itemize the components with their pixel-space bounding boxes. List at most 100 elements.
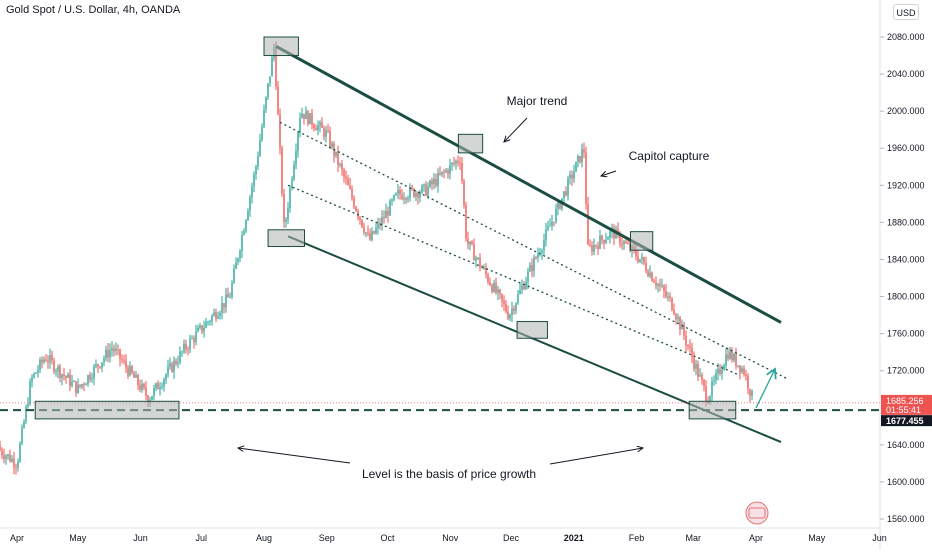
candle-body bbox=[693, 357, 695, 369]
candle-body bbox=[747, 375, 749, 390]
candle-body bbox=[591, 245, 593, 252]
retest-box bbox=[688, 400, 737, 420]
candle-body bbox=[325, 130, 327, 137]
candle-body bbox=[713, 380, 715, 382]
candle-body bbox=[197, 327, 199, 332]
candle-body bbox=[167, 366, 169, 375]
candle-body bbox=[95, 364, 97, 367]
price-tick-label: 1760.000 bbox=[887, 329, 925, 339]
candle-body bbox=[341, 164, 343, 170]
candle-body bbox=[317, 125, 319, 131]
candle-body bbox=[9, 454, 11, 462]
candle-body bbox=[323, 127, 325, 137]
highlight-boxes-group bbox=[34, 36, 737, 420]
time-tick-label: Apr bbox=[10, 533, 24, 543]
candle-body bbox=[653, 280, 655, 283]
candle-body bbox=[681, 324, 683, 330]
candle-body bbox=[685, 335, 687, 345]
candle-body bbox=[99, 366, 101, 368]
candle-body bbox=[365, 232, 367, 234]
candle-body bbox=[645, 263, 647, 272]
candle-body bbox=[673, 309, 675, 315]
candle-body bbox=[677, 317, 679, 319]
candle-body bbox=[31, 377, 33, 382]
candle-body bbox=[347, 179, 349, 186]
candle-body bbox=[709, 396, 711, 404]
candle-body bbox=[55, 371, 57, 373]
candle-body bbox=[375, 228, 377, 234]
candle-body bbox=[299, 117, 301, 133]
candle-body bbox=[509, 314, 511, 319]
candle-body bbox=[469, 241, 471, 244]
candle-body bbox=[389, 200, 391, 216]
candle-body bbox=[1, 450, 3, 456]
candle-body bbox=[585, 152, 587, 205]
time-tick-label: Aug bbox=[256, 533, 272, 543]
candle-body bbox=[215, 312, 217, 319]
candle-body bbox=[35, 372, 37, 374]
level-price-label: 1677.455 bbox=[886, 416, 924, 426]
candle-body bbox=[409, 187, 411, 198]
candle-body bbox=[129, 366, 131, 376]
candle-body bbox=[527, 271, 529, 282]
currency-button[interactable]: USD bbox=[893, 4, 919, 20]
candle-body bbox=[221, 303, 223, 313]
candle-body bbox=[477, 257, 479, 259]
time-tick-label: Nov bbox=[442, 533, 459, 543]
price-scale[interactable]: 2080.000 2040.000 2000.000 1960.000 1920.000… bbox=[880, 32, 925, 524]
plot-area[interactable] bbox=[0, 0, 880, 528]
candle-body bbox=[547, 226, 549, 230]
candle-body bbox=[621, 243, 623, 245]
candle-body bbox=[357, 210, 359, 217]
candle-body bbox=[453, 162, 455, 164]
candle-body bbox=[139, 385, 141, 390]
candle-body bbox=[123, 360, 125, 362]
candle-body bbox=[243, 230, 245, 235]
candle-body bbox=[683, 324, 685, 336]
candle-body bbox=[253, 173, 255, 187]
candle-body bbox=[173, 360, 175, 372]
price-tick-label: 1640.000 bbox=[887, 440, 925, 450]
candle-body bbox=[733, 354, 735, 361]
candle-body bbox=[741, 368, 743, 373]
candle-body bbox=[515, 303, 517, 311]
candle-body bbox=[81, 384, 83, 387]
candle-body bbox=[289, 187, 291, 209]
candle-body bbox=[597, 245, 599, 249]
candle-body bbox=[671, 298, 673, 310]
candle-body bbox=[271, 57, 273, 77]
candle-body bbox=[549, 225, 551, 227]
candle-body bbox=[531, 265, 533, 272]
candle-body bbox=[367, 232, 369, 234]
candle-body bbox=[73, 381, 75, 383]
candle-body bbox=[107, 349, 109, 358]
candle-body bbox=[657, 284, 659, 286]
chart-title: Gold Spot / U.S. Dollar, 4h, OANDA bbox=[6, 4, 181, 16]
time-tick-label: Sep bbox=[319, 533, 335, 543]
candle-body bbox=[293, 164, 295, 180]
candle-body bbox=[609, 231, 611, 238]
candle-body bbox=[27, 404, 29, 407]
candle-body bbox=[161, 386, 163, 388]
candle-body bbox=[269, 76, 271, 84]
candle-body bbox=[85, 383, 87, 386]
candle-body bbox=[565, 191, 567, 196]
candle-body bbox=[743, 368, 745, 375]
candle-body bbox=[441, 171, 443, 175]
candle-body bbox=[505, 304, 507, 312]
candle-body bbox=[499, 289, 501, 295]
candle-body bbox=[511, 308, 513, 315]
candle-body bbox=[473, 244, 475, 261]
countdown-label: 01:55:41 bbox=[886, 405, 921, 415]
candle-body bbox=[605, 239, 607, 244]
candle-body bbox=[69, 374, 71, 386]
candle-body bbox=[665, 291, 667, 297]
candle-body bbox=[737, 365, 739, 367]
candle-body bbox=[395, 193, 397, 196]
candle-body bbox=[49, 355, 51, 363]
candle-body bbox=[463, 180, 465, 206]
trend-touch-box bbox=[457, 133, 484, 154]
time-scale[interactable]: Apr May Jun Jul Aug Sep Oct Nov Dec 2021 Feb Mar Apr… bbox=[10, 533, 887, 543]
